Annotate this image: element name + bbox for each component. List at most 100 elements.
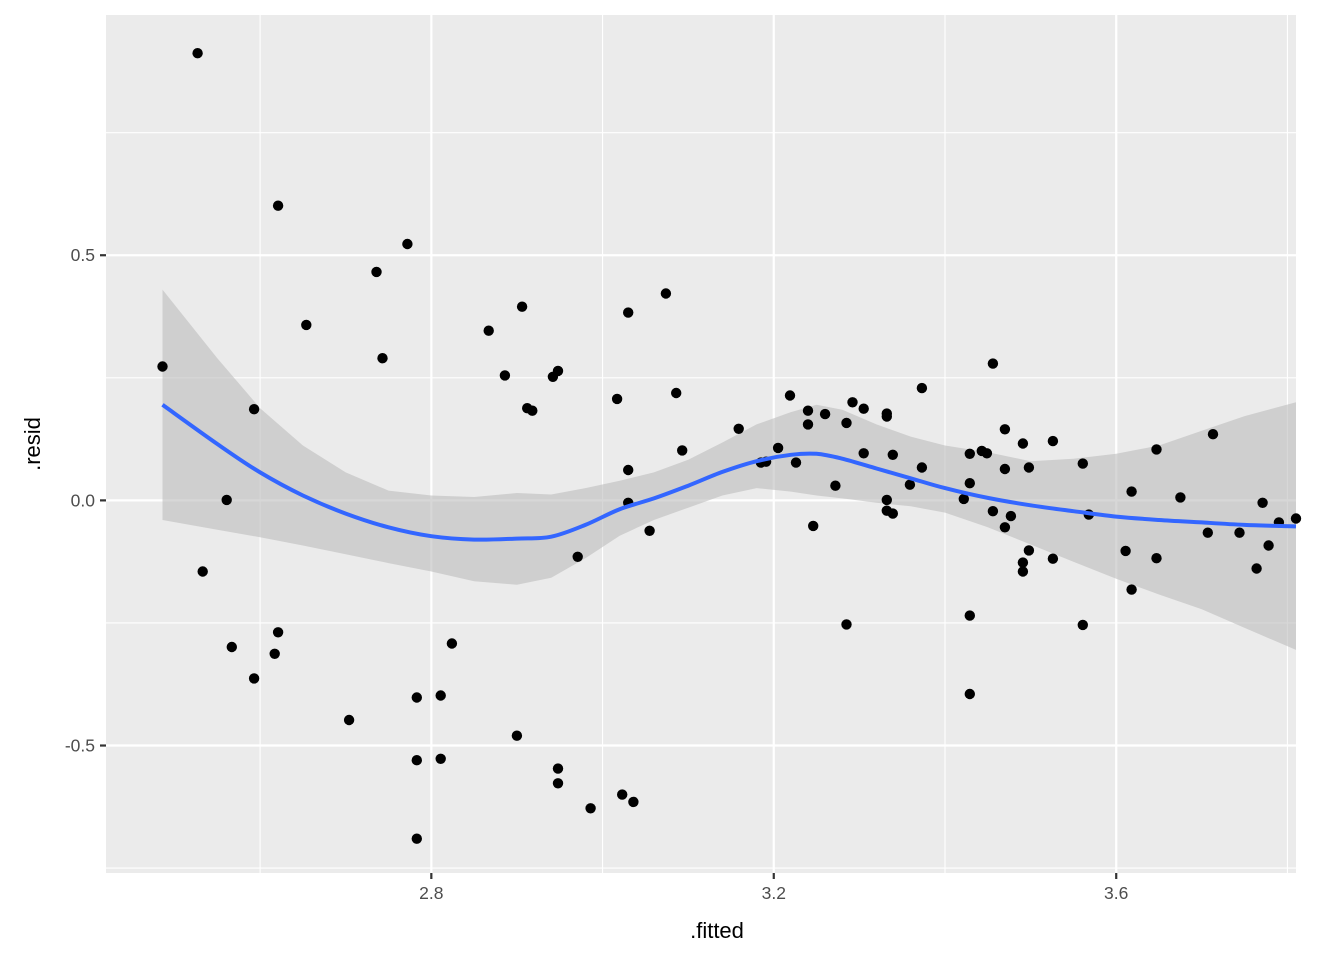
data-point xyxy=(847,397,858,408)
data-point xyxy=(999,424,1011,435)
data-point xyxy=(197,566,208,577)
data-point xyxy=(301,319,312,331)
data-point xyxy=(623,464,634,476)
y-tick-label: 0.0 xyxy=(71,490,96,510)
data-point xyxy=(552,365,564,377)
data-point xyxy=(964,610,975,621)
data-point xyxy=(411,692,422,703)
data-point xyxy=(371,266,382,278)
data-point xyxy=(1290,513,1302,524)
data-point xyxy=(790,457,802,468)
data-point xyxy=(527,405,538,416)
x-tick-label: 2.8 xyxy=(419,883,443,903)
data-point xyxy=(772,442,784,454)
data-point xyxy=(999,522,1011,533)
data-point xyxy=(677,445,688,456)
data-point xyxy=(377,353,388,364)
data-point xyxy=(157,361,168,372)
data-points xyxy=(157,48,1302,844)
data-point xyxy=(1017,566,1029,577)
x-tick-label: 3.6 xyxy=(1104,883,1128,903)
minor-grid xyxy=(106,15,1296,873)
data-point xyxy=(964,688,975,700)
data-point xyxy=(819,408,831,420)
data-point xyxy=(802,419,814,430)
data-point xyxy=(671,387,682,399)
data-point xyxy=(660,288,672,299)
data-point xyxy=(1251,563,1262,574)
data-point xyxy=(1005,510,1017,522)
data-point xyxy=(499,370,511,381)
data-point xyxy=(841,417,852,429)
data-point xyxy=(887,449,898,460)
data-point xyxy=(272,627,284,638)
data-point xyxy=(272,200,284,211)
data-point xyxy=(226,641,237,653)
data-point xyxy=(483,325,494,336)
data-point xyxy=(1207,429,1219,440)
data-point xyxy=(958,493,969,505)
data-point xyxy=(572,551,583,562)
data-point xyxy=(411,833,422,844)
data-point xyxy=(248,404,260,415)
data-point xyxy=(435,753,446,764)
data-point xyxy=(343,714,355,726)
data-point xyxy=(964,448,975,459)
data-point xyxy=(916,462,928,473)
data-point xyxy=(192,48,203,59)
data-point xyxy=(808,520,819,532)
data-point xyxy=(446,638,458,649)
data-point xyxy=(999,463,1011,475)
data-point xyxy=(1263,540,1274,551)
data-point xyxy=(858,403,869,414)
data-point xyxy=(617,789,628,800)
data-point xyxy=(1077,619,1089,631)
data-point xyxy=(1047,553,1059,564)
data-point xyxy=(221,494,232,506)
smooth-line xyxy=(161,403,1297,542)
y-axis-ticks: -0.5 0.0 0.5 xyxy=(65,245,106,756)
data-point xyxy=(858,448,869,459)
data-point xyxy=(1023,462,1035,473)
data-point xyxy=(887,508,898,519)
data-point xyxy=(611,393,623,405)
data-point xyxy=(248,673,260,684)
data-point xyxy=(1202,527,1214,538)
data-point xyxy=(552,763,564,774)
data-point xyxy=(987,358,999,369)
data-point xyxy=(511,730,523,741)
data-point xyxy=(644,525,655,536)
data-point xyxy=(733,423,744,434)
data-point xyxy=(881,411,892,422)
data-point xyxy=(1023,545,1035,556)
data-point xyxy=(802,405,814,416)
data-point xyxy=(1151,444,1162,455)
data-point xyxy=(402,238,413,250)
data-point xyxy=(830,480,841,491)
data-point xyxy=(623,307,634,318)
x-axis-title: .fitted xyxy=(690,918,744,943)
data-point xyxy=(585,803,596,814)
x-tick-label: 3.2 xyxy=(762,883,786,903)
data-point xyxy=(1017,438,1029,449)
data-point xyxy=(411,755,422,766)
data-point xyxy=(881,494,892,506)
data-point xyxy=(1126,584,1137,595)
data-point xyxy=(516,301,528,312)
data-point xyxy=(552,778,564,789)
data-point xyxy=(981,448,993,459)
data-point xyxy=(1234,527,1245,538)
data-point xyxy=(1257,497,1268,508)
data-point xyxy=(916,382,928,394)
data-point xyxy=(1175,492,1186,503)
data-point xyxy=(1120,545,1131,557)
y-axis-title: .resid xyxy=(20,417,45,471)
data-point xyxy=(1047,435,1059,447)
data-point xyxy=(628,796,639,808)
data-point xyxy=(841,619,852,630)
data-point xyxy=(904,479,916,490)
data-point xyxy=(1126,486,1137,497)
y-tick-label: 0.5 xyxy=(71,245,95,265)
data-point xyxy=(269,648,280,659)
data-point xyxy=(435,690,446,701)
